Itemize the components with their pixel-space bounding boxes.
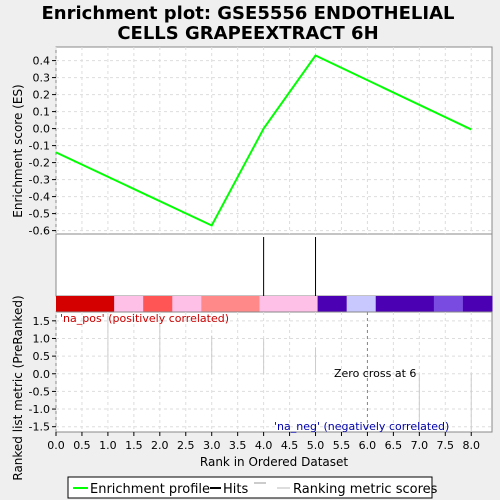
es-y-tick-label: -0.1 xyxy=(29,140,50,153)
es-y-tick-label: -0.5 xyxy=(29,208,50,221)
heatmap-segment xyxy=(288,296,319,312)
heatmap-segment xyxy=(433,296,464,312)
es-y-tick-label: 0.0 xyxy=(33,123,51,136)
x-axis-label: Rank in Ordered Dataset xyxy=(200,455,348,469)
ranking-y-tick-label: 1.5 xyxy=(33,315,51,328)
heatmap-segment xyxy=(56,296,86,312)
ranking-y-tick-label: -1.5 xyxy=(29,421,50,434)
es-y-tick-label: 0.1 xyxy=(33,106,51,119)
es-y-tick-label: 0.3 xyxy=(33,72,51,85)
negative-correlation-label: 'na_neg' (negatively correlated) xyxy=(274,420,449,433)
heatmap-segment xyxy=(346,296,377,312)
es-y-tick-label: -0.6 xyxy=(29,225,50,238)
heatmap-segment xyxy=(462,296,493,312)
chart-title-line-2: CELLS GRAPEEXTRACT 6H xyxy=(117,23,378,44)
es-y-tick-label: -0.3 xyxy=(29,174,50,187)
heatmap-segment xyxy=(230,296,260,312)
x-tick-label: 1.5 xyxy=(125,439,143,452)
x-tick-label: 5.0 xyxy=(307,439,325,452)
legend-hits: Hits xyxy=(223,482,248,497)
x-tick-label: 0.5 xyxy=(73,439,91,452)
heatmap-segment xyxy=(259,296,290,312)
x-tick-label: 5.5 xyxy=(333,439,351,452)
x-tick-label: 2.0 xyxy=(151,439,169,452)
x-tick-label: 3.0 xyxy=(203,439,221,452)
heatmap-segment xyxy=(143,296,173,312)
heatmap-segment xyxy=(201,296,231,312)
es-y-axis-label: Enrichment score (ES) xyxy=(11,84,25,217)
x-tick-label: 7.5 xyxy=(437,439,455,452)
ranking-y-tick-label: 0.0 xyxy=(33,368,51,381)
heatmap-segment xyxy=(375,296,406,312)
ranking-y-tick-label: 0.5 xyxy=(33,350,51,363)
ranking-y-tick-label: -0.5 xyxy=(29,385,50,398)
es-y-tick-label: -0.4 xyxy=(29,191,50,204)
ranking-y-axis-label: Ranked list metric (PreRanked) xyxy=(11,295,25,480)
heatmap-segment xyxy=(172,296,202,312)
heatmap-segment xyxy=(85,296,115,312)
ranking-y-tick-label: 1.0 xyxy=(33,332,51,345)
x-tick-label: 6.5 xyxy=(385,439,403,452)
enrichment-panel xyxy=(55,46,493,235)
enrichment-profile-line xyxy=(55,54,472,227)
legend: Enrichment profile Hits Ranking metric s… xyxy=(67,476,438,499)
x-tick-label: 4.0 xyxy=(255,439,273,452)
chart-title-line-1: Enrichment plot: GSE5556 ENDOTHELIAL xyxy=(42,3,455,24)
x-tick-label: 2.5 xyxy=(177,439,195,452)
es-y-tick-label: 0.2 xyxy=(33,89,51,102)
x-tick-label: 7.0 xyxy=(411,439,429,452)
es-y-tick-label: 0.4 xyxy=(33,55,51,68)
heatmap-segment xyxy=(404,296,435,312)
x-tick-label: 1.0 xyxy=(99,439,117,452)
hits-panel xyxy=(55,233,493,297)
es-y-tick-label: -0.2 xyxy=(29,157,50,170)
ranking-heatmap xyxy=(56,296,493,312)
legend-ranking-metric-scores: Ranking metric scores xyxy=(293,482,438,497)
ranking-y-tick-label: -1.0 xyxy=(29,403,50,416)
x-tick-label: 0.0 xyxy=(47,439,65,452)
positive-correlation-label: 'na_pos' (positively correlated) xyxy=(60,312,229,325)
x-tick-label: 3.5 xyxy=(229,439,247,452)
legend-enrichment-profile: Enrichment profile xyxy=(90,482,210,497)
ranking-panel xyxy=(55,311,493,433)
zero-cross-label: Zero cross at 6 xyxy=(334,367,416,380)
x-tick-label: 6.0 xyxy=(359,439,377,452)
heatmap-segment xyxy=(114,296,144,312)
heatmap-segment xyxy=(317,296,348,312)
x-tick-label: 8.0 xyxy=(462,439,480,452)
x-tick-label: 4.5 xyxy=(281,439,299,452)
